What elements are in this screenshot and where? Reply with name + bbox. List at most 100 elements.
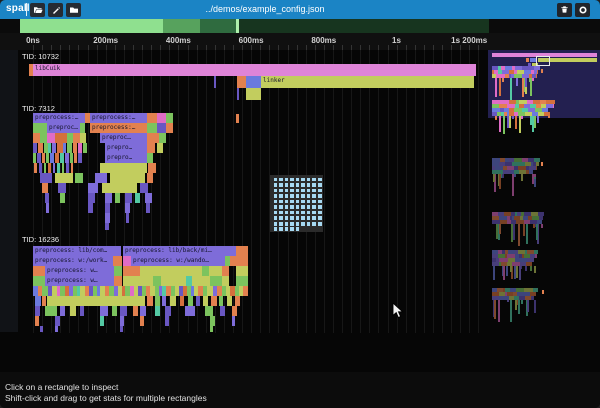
flame-rect[interactable] <box>40 133 47 143</box>
flame-rect[interactable] <box>62 163 64 173</box>
flame-rect[interactable] <box>80 133 86 143</box>
flame-rect[interactable] <box>222 276 229 286</box>
flame-rect[interactable] <box>171 286 175 296</box>
flame-rect[interactable] <box>236 266 248 276</box>
flame-rect[interactable] <box>125 203 130 213</box>
flame-rect[interactable] <box>183 286 187 296</box>
flame-rect[interactable] <box>239 286 243 296</box>
flame-rect[interactable] <box>55 326 58 332</box>
flame-rect[interactable] <box>162 296 166 306</box>
flame-rect[interactable] <box>60 306 65 316</box>
flame-rect[interactable] <box>73 133 80 143</box>
flame-rect[interactable]: preprocess:… <box>90 113 147 123</box>
flame-rect[interactable] <box>243 286 248 296</box>
flame-rect[interactable] <box>73 143 77 153</box>
folder-button[interactable] <box>66 2 81 17</box>
flame-rect[interactable] <box>118 286 122 296</box>
flame-rect[interactable] <box>47 133 55 143</box>
flame-rect[interactable] <box>207 286 213 296</box>
flame-rect[interactable] <box>217 286 222 296</box>
flame-rect[interactable] <box>246 88 261 100</box>
delete-button[interactable] <box>557 2 572 17</box>
flame-rect[interactable] <box>210 316 215 326</box>
flame-rect[interactable]: preprocess: w:/wando… <box>131 256 225 266</box>
flame-rect[interactable]: preprocess: w… <box>45 276 114 286</box>
flame-rect[interactable] <box>140 266 202 276</box>
flame-rect[interactable] <box>88 183 98 193</box>
flame-rect[interactable] <box>29 64 33 76</box>
flame-rect[interactable] <box>57 163 60 173</box>
open-file-button[interactable] <box>30 2 45 17</box>
flame-rect[interactable] <box>145 193 152 203</box>
flame-rect[interactable] <box>71 163 73 173</box>
flame-rect[interactable] <box>213 286 217 296</box>
flame-rect[interactable] <box>175 286 179 296</box>
flame-rect[interactable] <box>130 286 134 296</box>
flame-rect[interactable] <box>45 193 49 203</box>
flame-rect[interactable] <box>147 296 153 306</box>
flame-rect[interactable] <box>85 286 89 296</box>
flame-rect[interactable] <box>42 296 46 306</box>
flame-rect[interactable] <box>155 296 160 306</box>
flame-rect[interactable] <box>50 153 54 163</box>
flame-rect[interactable] <box>95 173 107 183</box>
flame-rect[interactable] <box>47 296 145 306</box>
flame-rect[interactable] <box>135 193 140 203</box>
flame-rect[interactable] <box>148 163 156 173</box>
flame-rect[interactable]: preprocess: w:/work… <box>33 256 113 266</box>
flame-rect[interactable] <box>227 296 232 306</box>
flame-rect[interactable] <box>45 306 57 316</box>
flame-rect[interactable] <box>105 286 109 296</box>
flame-rect[interactable] <box>38 286 42 296</box>
flame-rect[interactable] <box>122 286 125 296</box>
flame-rect[interactable] <box>140 183 148 193</box>
flame-rect[interactable] <box>123 266 140 276</box>
flame-rect[interactable] <box>109 286 114 296</box>
flame-rect[interactable] <box>39 163 42 173</box>
flame-rect[interactable] <box>114 266 122 276</box>
flame-rect[interactable] <box>102 183 137 193</box>
flame-rect[interactable] <box>140 306 146 316</box>
flame-rect[interactable] <box>134 286 138 296</box>
flame-rect[interactable]: preprocess: lib/back/mi… <box>123 246 236 256</box>
flame-rect[interactable] <box>115 193 120 203</box>
activity-histogram[interactable] <box>0 19 600 33</box>
flame-rect[interactable] <box>67 133 73 143</box>
flame-rect[interactable] <box>166 123 173 133</box>
flame-rect[interactable] <box>246 76 261 88</box>
flame-rect[interactable] <box>191 286 194 296</box>
flame-rect[interactable] <box>55 133 67 143</box>
flame-rect[interactable] <box>55 153 59 163</box>
edit-button[interactable] <box>48 2 63 17</box>
flame-rect[interactable]: preprocess:… <box>33 113 85 123</box>
flame-rect[interactable] <box>73 286 77 296</box>
flame-rect[interactable] <box>209 266 222 276</box>
flame-rect[interactable] <box>35 306 40 316</box>
flame-rect[interactable] <box>185 306 195 316</box>
histogram-segment[interactable] <box>20 19 163 33</box>
flame-rect[interactable] <box>210 276 222 286</box>
flame-rect[interactable] <box>55 316 60 326</box>
flame-rect[interactable] <box>237 88 239 100</box>
flame-rect[interactable] <box>35 316 39 326</box>
flame-rect[interactable] <box>105 223 109 230</box>
flame-rect[interactable] <box>113 256 122 266</box>
histogram-segment[interactable] <box>163 19 200 33</box>
flame-rect[interactable] <box>203 296 208 306</box>
flame-rect[interactable] <box>153 276 161 286</box>
flame-rect[interactable]: prepro… <box>105 153 147 163</box>
flame-rect[interactable] <box>65 153 69 163</box>
flame-rect[interactable] <box>123 256 131 266</box>
flame-rect[interactable] <box>48 163 51 173</box>
flame-rect[interactable] <box>140 316 144 326</box>
flame-rect[interactable] <box>133 306 138 316</box>
flame-rect[interactable] <box>232 316 235 326</box>
histogram-segment[interactable] <box>239 19 489 33</box>
flame-rect[interactable] <box>83 143 87 153</box>
flame-rect[interactable] <box>105 193 112 203</box>
flame-rect[interactable] <box>60 286 65 296</box>
flame-rect[interactable] <box>166 286 171 296</box>
flame-rect[interactable] <box>147 153 153 163</box>
flame-rect[interactable] <box>146 203 150 213</box>
flame-rect[interactable] <box>110 173 145 183</box>
